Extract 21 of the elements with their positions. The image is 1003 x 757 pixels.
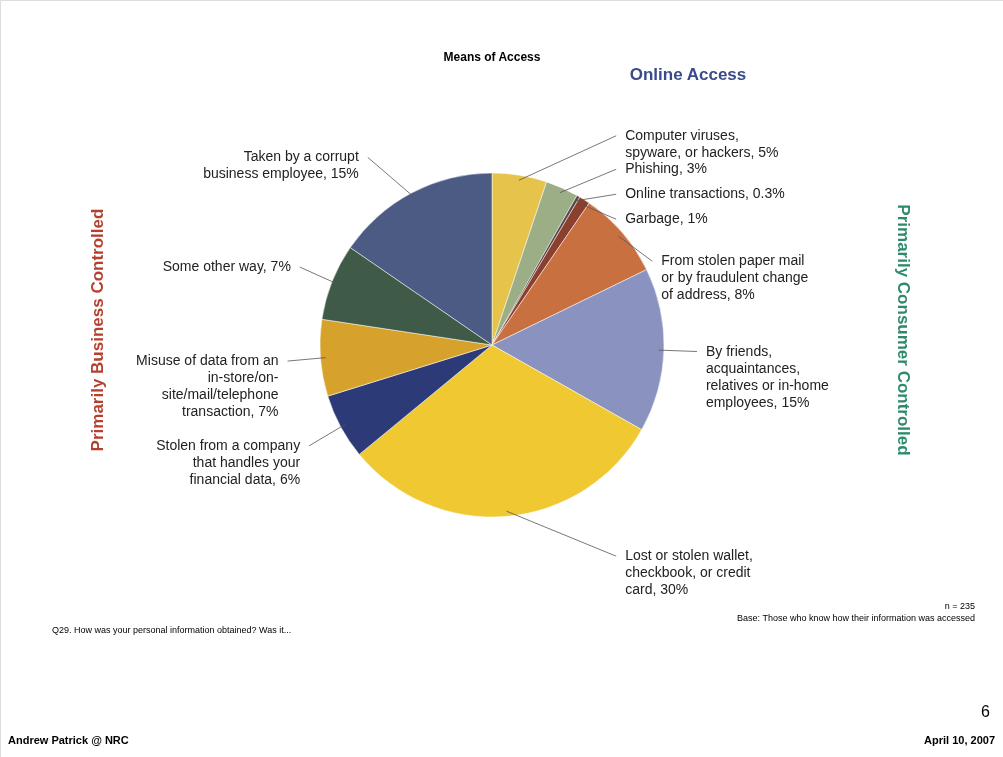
slice-label: By friends, acquaintances, relatives or in-home employees, 15% — [705, 342, 830, 410]
text: Q29. How was your personal information obtained? Was it... — [52, 625, 292, 635]
chart-title: Means of Access — [443, 50, 541, 64]
slice-label: From stolen paper mail or by fraudulent change of address, 8% — [661, 252, 809, 303]
text: n = 235 — [944, 601, 975, 611]
slice-label: Some other way, 7% — [162, 258, 291, 275]
slice-label: Garbage, 1% — [625, 210, 708, 227]
text: Primarily Consumer Controlled — [894, 204, 913, 456]
text: Primarily Business Controlled — [88, 208, 107, 452]
text: 6 — [981, 703, 991, 720]
slice-label: Misuse of data from an in-store/on-site/mail/telephone transaction, 7% — [136, 352, 279, 420]
text: Andrew Patrick @ NRC — [8, 734, 129, 746]
text: Online Access — [629, 65, 747, 84]
text: April 10, 2007 — [924, 734, 995, 746]
slice-label: Computer viruses, spyware, or hackers, 5% — [625, 126, 779, 160]
slice-label: Online transactions, 0.3% — [625, 185, 785, 202]
slice-label: Phishing, 3% — [625, 160, 707, 177]
slice-label: Taken by a corrupt business employee, 15% — [203, 148, 359, 182]
slice-label: Stolen from a company that handles your financial data, 6% — [156, 436, 301, 487]
slice-label: Lost or stolen wallet, checkbook, or credit card, 30% — [625, 547, 753, 598]
text: Base: Those who know how their information was accessed — [737, 613, 975, 623]
